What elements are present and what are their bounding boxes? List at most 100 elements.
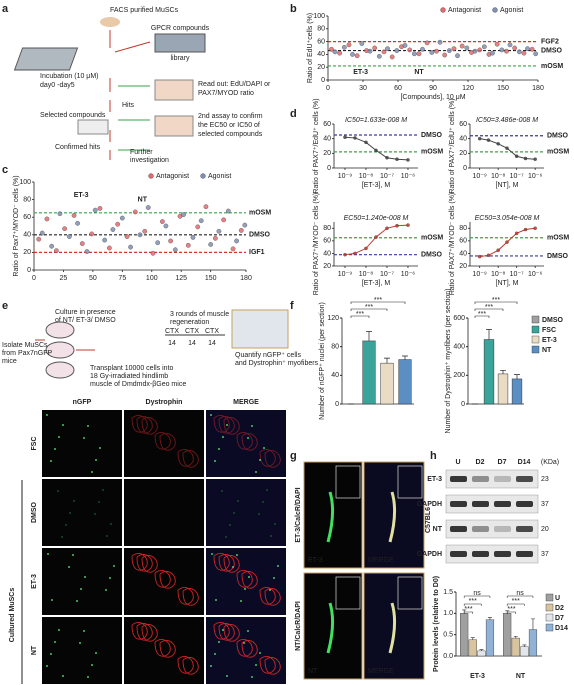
lane-label: D14 bbox=[518, 459, 531, 466]
gfp-nucleus bbox=[83, 630, 85, 632]
point bbox=[353, 136, 357, 140]
lane-label: U bbox=[455, 459, 460, 466]
schematic-text: Isolate MuSCs bbox=[2, 342, 48, 349]
y-tick-label: 40 bbox=[331, 372, 339, 379]
panel-label: c bbox=[2, 164, 8, 176]
reference-label: DMSO bbox=[541, 47, 563, 54]
schematic-text: Quantify nGFP⁺ cells bbox=[235, 352, 301, 359]
fiber-stain bbox=[388, 602, 397, 654]
x-tick-label: 10⁻⁹ bbox=[338, 173, 352, 180]
point bbox=[516, 49, 522, 55]
y-tick-label: 60 bbox=[459, 238, 467, 245]
gfp-nucleus bbox=[62, 675, 64, 677]
band bbox=[516, 476, 533, 482]
axis-label: Ratio of Pax7⁺/MYOD⁻ cells (%) bbox=[13, 175, 20, 276]
schematic-text: selected compounds bbox=[198, 131, 263, 138]
bar bbox=[380, 362, 394, 405]
gfp-nucleus bbox=[259, 652, 261, 654]
sig-label: ns bbox=[473, 590, 481, 597]
note: EC50=3.054e-008 M bbox=[475, 215, 540, 222]
point bbox=[92, 207, 98, 213]
blot bbox=[445, 494, 539, 514]
gfp-nucleus bbox=[69, 512, 71, 514]
point bbox=[353, 251, 357, 256]
y-tick-label: 60 bbox=[323, 121, 331, 128]
gfp-nucleus bbox=[251, 676, 253, 678]
gfp-nucleus bbox=[80, 588, 82, 590]
legend-marker bbox=[200, 173, 206, 179]
row-label: NT bbox=[31, 645, 38, 655]
gfp-nucleus bbox=[58, 436, 60, 438]
y-tick-label: 20 bbox=[23, 249, 31, 256]
point bbox=[505, 146, 509, 150]
x-tick-label: 25 bbox=[60, 275, 68, 282]
gfp-nucleus bbox=[95, 459, 97, 461]
axis bbox=[469, 124, 544, 169]
bar bbox=[503, 613, 512, 657]
gfp-nucleus bbox=[214, 460, 216, 462]
legend-marker bbox=[440, 7, 446, 13]
y-tick-label: 0 bbox=[321, 77, 325, 84]
x-tick-label: 90 bbox=[429, 85, 437, 92]
point bbox=[221, 217, 226, 223]
y-tick-label: 40 bbox=[323, 136, 331, 143]
y-tick-label: 60 bbox=[23, 214, 31, 221]
schematic-text: 14 bbox=[188, 340, 196, 347]
y-tick-label: 60 bbox=[459, 121, 467, 128]
schematic-text: the EC50 or IC50 of bbox=[198, 122, 260, 129]
schematic-text: 14 bbox=[168, 340, 176, 347]
axis-label: [Compounds], 10 μM bbox=[400, 94, 465, 101]
note: EC50=1.240e-008 M bbox=[344, 215, 409, 222]
y-tick-label: 100 bbox=[19, 179, 31, 186]
group-label: Cultured MuSCs bbox=[9, 588, 16, 643]
point bbox=[529, 46, 535, 52]
y-tick-label: 0 bbox=[461, 401, 465, 408]
y-tick-label: 0 bbox=[327, 165, 331, 172]
gfp-nucleus bbox=[262, 501, 264, 503]
point bbox=[477, 47, 483, 53]
gfp-nucleus bbox=[222, 436, 224, 438]
band bbox=[450, 551, 467, 557]
legend-label: Antagonist bbox=[156, 173, 189, 180]
point bbox=[451, 46, 457, 51]
panel-label: f bbox=[290, 300, 294, 312]
image-label: MERGE bbox=[368, 557, 394, 564]
x-tick-label: 125 bbox=[175, 275, 187, 282]
point bbox=[486, 138, 491, 142]
y-tick-label: 80 bbox=[317, 26, 325, 33]
x-tick-label: 100 bbox=[146, 275, 158, 282]
reference-label: mOSM bbox=[541, 63, 563, 70]
dystrophin-stain bbox=[213, 553, 281, 606]
schematic-text: library bbox=[170, 55, 190, 62]
dystrophin-stain bbox=[131, 415, 199, 468]
inset bbox=[397, 576, 423, 610]
y-tick-label: 0 bbox=[27, 267, 31, 274]
micrograph bbox=[42, 410, 122, 477]
point bbox=[62, 226, 67, 231]
gfp-nucleus bbox=[98, 501, 100, 503]
gfp-nucleus bbox=[76, 600, 78, 602]
point bbox=[343, 135, 347, 139]
point bbox=[160, 219, 165, 224]
micrograph bbox=[42, 548, 122, 615]
gfp-nucleus bbox=[211, 553, 213, 555]
inset bbox=[335, 465, 361, 499]
point bbox=[66, 234, 72, 239]
gfp-nucleus bbox=[68, 566, 70, 568]
reference-label: FGF2 bbox=[541, 38, 559, 45]
gfp-nucleus bbox=[109, 577, 111, 579]
x-tick-label: 0 bbox=[326, 85, 330, 92]
sig-bracket bbox=[463, 595, 491, 598]
y-tick-label: 20 bbox=[459, 150, 467, 157]
sig-bracket bbox=[350, 301, 406, 304]
gfp-nucleus bbox=[248, 576, 250, 578]
axis bbox=[33, 182, 246, 271]
x-tick-label: 10⁻⁶ bbox=[528, 173, 542, 180]
row-label: FSC bbox=[31, 437, 38, 451]
point bbox=[213, 235, 218, 241]
gfp-nucleus bbox=[269, 589, 271, 591]
schematic-text: mice bbox=[2, 358, 17, 365]
error-bar bbox=[402, 355, 408, 360]
axis-label: Ratio of PAX7⁺/EdU⁺ cells (%) bbox=[449, 98, 456, 193]
image-label: ET-3 bbox=[308, 557, 323, 564]
